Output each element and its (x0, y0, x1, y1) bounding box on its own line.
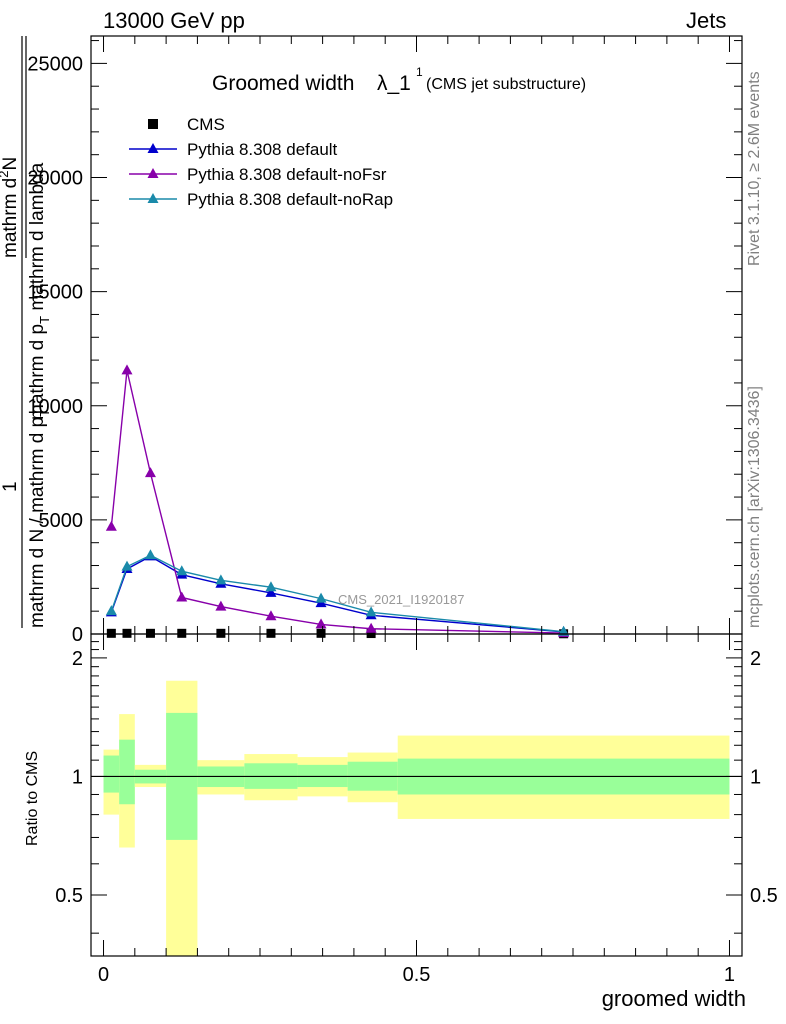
data-point (122, 628, 132, 638)
legend-swatch-marker (148, 119, 158, 129)
legend-label: Pythia 8.308 default-noFsr (187, 165, 387, 184)
legend-swatch-marker (147, 193, 159, 203)
chart-title-symbol: λ_1 (377, 72, 411, 95)
data-point (265, 610, 277, 621)
x-tick-label: 0.5 (403, 964, 431, 986)
main-y-tick-label: 20000 (27, 168, 83, 190)
ylabel-denominator: mathrm d N / mathrm d pT (27, 409, 52, 628)
ratio-y-tick-label-right: 2 (750, 648, 761, 670)
legend-label: Pythia 8.308 default (187, 140, 338, 159)
data-point (365, 622, 377, 633)
main-y-tick-label: 10000 (27, 396, 83, 418)
legend-swatch-marker (147, 168, 159, 178)
data-point (144, 467, 156, 478)
ratio-y-tick-label-right: 0.5 (750, 885, 778, 907)
main-y-tick-label: 25000 (27, 53, 83, 75)
data-point (215, 574, 227, 585)
ratio-y-tick-label: 0.5 (55, 885, 83, 907)
data-point (365, 606, 377, 617)
series-pythia-8-308-default-norap (105, 549, 570, 636)
legend-item: Pythia 8.308 default (129, 140, 338, 159)
chart-subtitle: (CMS jet substructure) (426, 76, 586, 93)
ratio-inner-band (103, 755, 120, 793)
data-point (265, 581, 277, 592)
data-point (176, 565, 188, 576)
data-point (121, 560, 133, 571)
ratio-y-tick-label: 2 (72, 648, 83, 670)
ratio-y-tick-label-right: 1 (750, 766, 761, 788)
legend-item: CMS (148, 115, 225, 134)
data-point (316, 628, 326, 638)
x-tick-label: 0 (98, 964, 109, 986)
ratio-inner-band (119, 739, 135, 805)
main-y-tick-label: 15000 (27, 282, 83, 304)
data-point (315, 592, 327, 603)
chart-watermark: CMS_2021_I1920187 (338, 592, 465, 607)
x-axis-label: groomed width (602, 986, 746, 1011)
legend: CMS Pythia 8.308 default Pythia 8.308 defa… (129, 115, 393, 209)
data-point (105, 605, 117, 616)
data-point (106, 628, 116, 638)
data-point (315, 618, 327, 629)
data-point (145, 628, 155, 638)
ylabel-numerator-a: mathrm d2N (0, 157, 21, 258)
legend-item: Pythia 8.308 default-noFsr (129, 165, 387, 184)
data-point (176, 591, 188, 602)
legend-label: CMS (187, 115, 225, 134)
legend-label: Pythia 8.308 default-noRap (187, 190, 393, 209)
data-point (177, 628, 187, 638)
data-point (266, 628, 276, 638)
ylabel-one: 1 (0, 481, 21, 492)
header-energy-label: 13000 GeV pp (103, 8, 245, 33)
x-tick-label: 1 (724, 964, 735, 986)
chart-title-text: Groomed width (212, 72, 354, 95)
data-point (558, 625, 570, 636)
data-point (121, 364, 133, 375)
header-jets-label: Jets (686, 8, 727, 33)
main-y-axis-label: 1 mathrm d N / mathrm d pT mathrm d2N ma… (0, 36, 52, 628)
data-point (265, 586, 277, 597)
data-point (105, 520, 117, 531)
data-point (216, 628, 226, 638)
chart-title: Groomed width λ_1 1 (CMS jet substructur… (212, 65, 586, 95)
ratio-y-tick-label: 1 (72, 766, 83, 788)
legend-swatch-marker (147, 143, 159, 153)
chart-title-sup: 1 (416, 65, 423, 79)
legend-item: Pythia 8.308 default-noRap (129, 190, 393, 209)
data-point (215, 600, 227, 611)
main-y-tick-label: 5000 (39, 510, 84, 532)
ratio-y-axis-label: Ratio to CMS (24, 751, 41, 846)
ylabel-numerator-b: mathrm d pT mathrm d lambda (27, 162, 52, 420)
main-y-tick-label: 0 (72, 624, 83, 646)
data-point (144, 549, 156, 560)
